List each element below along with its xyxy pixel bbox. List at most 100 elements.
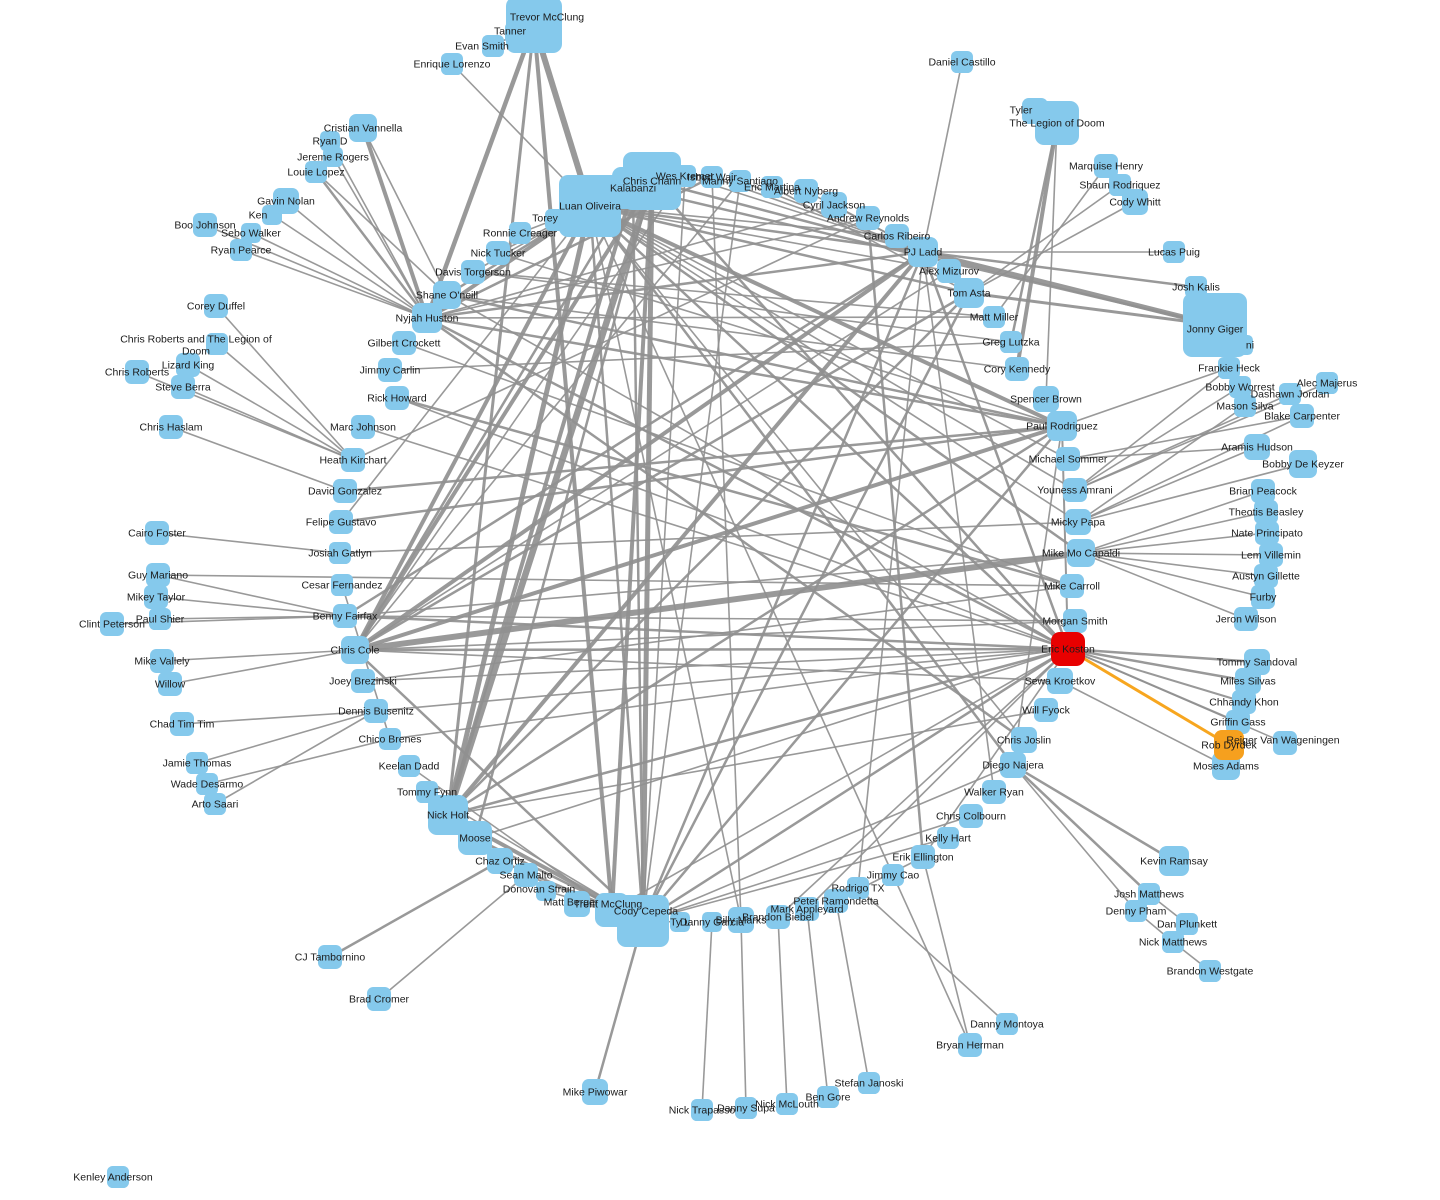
- node-albertnyberg[interactable]: [794, 179, 818, 203]
- node-arto[interactable]: [204, 793, 226, 815]
- node-montoya[interactable]: [996, 1013, 1018, 1035]
- node-steveberra[interactable]: [171, 375, 195, 399]
- node-cyril[interactable]: [821, 192, 847, 218]
- node-jimmycao[interactable]: [882, 864, 904, 886]
- node-gavin[interactable]: [273, 188, 299, 214]
- node-theotis[interactable]: [1254, 500, 1278, 524]
- node-ishod[interactable]: [701, 166, 723, 188]
- node-chriscole[interactable]: [341, 636, 369, 664]
- node-mason[interactable]: [1234, 395, 1256, 417]
- node-carroll[interactable]: [1060, 574, 1084, 598]
- node-principato[interactable]: [1255, 521, 1279, 545]
- node-tyl[interactable]: [670, 912, 690, 932]
- node-youness[interactable]: [1063, 478, 1087, 502]
- node-enrique[interactable]: [441, 53, 463, 75]
- node-joshkalis[interactable]: [1185, 276, 1207, 298]
- node-clint[interactable]: [100, 612, 124, 636]
- node-giger[interactable]: [1183, 293, 1247, 357]
- node-haslam[interactable]: [159, 415, 183, 439]
- node-paulshier[interactable]: [149, 608, 171, 630]
- node-lizard[interactable]: [176, 353, 200, 377]
- node-worrest[interactable]: [1229, 376, 1251, 398]
- node-chico[interactable]: [379, 728, 401, 750]
- node-mattberger[interactable]: [564, 891, 590, 917]
- node-lutzka[interactable]: [1000, 331, 1022, 353]
- node-trevor[interactable]: [506, 0, 562, 53]
- node-wade[interactable]: [196, 773, 218, 795]
- node-blake[interactable]: [1290, 404, 1314, 428]
- node-legion[interactable]: [1035, 101, 1079, 145]
- node-kenley[interactable]: [107, 1166, 129, 1188]
- node-kalabanzi[interactable]: [612, 167, 654, 209]
- node-cristian[interactable]: [349, 114, 377, 142]
- node-dennypham[interactable]: [1125, 900, 1147, 922]
- node-luan[interactable]: [559, 175, 621, 237]
- node-corey[interactable]: [204, 294, 228, 318]
- node-koston[interactable]: [1051, 632, 1085, 666]
- node-aramis[interactable]: [1244, 434, 1270, 460]
- node-davidg[interactable]: [333, 479, 357, 503]
- node-codywhitt[interactable]: [1122, 189, 1148, 215]
- node-alexmizurov[interactable]: [937, 259, 961, 283]
- node-supa[interactable]: [735, 1097, 757, 1119]
- node-sewa[interactable]: [1047, 668, 1073, 694]
- node-manny[interactable]: [729, 170, 751, 192]
- node-bradcromer[interactable]: [367, 987, 391, 1011]
- node-rodrigotx[interactable]: [847, 877, 869, 899]
- node-marquise[interactable]: [1094, 154, 1118, 178]
- node-jimmycarlin[interactable]: [378, 358, 402, 382]
- node-tomasta[interactable]: [954, 278, 984, 308]
- node-nyjah[interactable]: [412, 303, 442, 333]
- node-gilbert[interactable]: [392, 331, 416, 355]
- node-ramsay[interactable]: [1159, 846, 1189, 876]
- node-billymarks[interactable]: [728, 907, 754, 933]
- node-mikemo[interactable]: [1067, 539, 1095, 567]
- node-lucaspuig[interactable]: [1163, 241, 1185, 263]
- node-alec[interactable]: [1316, 372, 1338, 394]
- node-donovan[interactable]: [536, 881, 556, 901]
- node-ronnie[interactable]: [509, 222, 531, 244]
- node-reiger[interactable]: [1273, 731, 1297, 755]
- node-willfyock[interactable]: [1034, 698, 1058, 722]
- node-seanmalto[interactable]: [514, 863, 538, 887]
- node-cairo[interactable]: [145, 521, 169, 545]
- node-walkerryan[interactable]: [982, 780, 1006, 804]
- node-ellington[interactable]: [911, 845, 935, 869]
- node-plunkett[interactable]: [1176, 913, 1198, 935]
- node-louie[interactable]: [305, 161, 327, 183]
- node-furby[interactable]: [1251, 585, 1275, 609]
- node-joslin[interactable]: [1011, 727, 1037, 753]
- node-biebel[interactable]: [766, 905, 790, 929]
- node-westgate[interactable]: [1199, 960, 1221, 982]
- node-spencer[interactable]: [1033, 386, 1059, 412]
- node-davis[interactable]: [461, 260, 485, 284]
- node-frankie[interactable]: [1218, 357, 1240, 379]
- node-joshmatthews[interactable]: [1138, 883, 1160, 905]
- node-nickmatthews[interactable]: [1162, 931, 1184, 953]
- node-ryanpearce[interactable]: [230, 239, 252, 261]
- node-dyrdek[interactable]: [1214, 730, 1244, 760]
- node-ramondetta[interactable]: [824, 889, 848, 913]
- node-garcia[interactable]: [702, 912, 722, 932]
- node-nickholt[interactable]: [428, 795, 468, 835]
- node-joey[interactable]: [351, 669, 375, 693]
- node-chhandy[interactable]: [1232, 690, 1256, 714]
- node-piwowar[interactable]: [582, 1079, 608, 1105]
- node-colbourn[interactable]: [959, 804, 983, 828]
- node-corykennedy[interactable]: [1005, 357, 1029, 381]
- node-marcjohnson[interactable]: [351, 415, 375, 439]
- node-evansmith[interactable]: [482, 35, 504, 57]
- node-najera[interactable]: [1000, 752, 1026, 778]
- node-jeron[interactable]: [1234, 607, 1258, 631]
- node-sandoval[interactable]: [1244, 649, 1270, 675]
- node-mclouth[interactable]: [776, 1093, 798, 1115]
- node-morgansmith[interactable]: [1063, 609, 1087, 633]
- node-jereme[interactable]: [323, 147, 343, 167]
- node-chaz[interactable]: [487, 848, 513, 874]
- node-ryand[interactable]: [320, 131, 340, 151]
- node-carlosribeiro[interactable]: [885, 224, 909, 248]
- node-jamiethomas[interactable]: [186, 752, 208, 774]
- node-pjladd[interactable]: [908, 237, 938, 267]
- node-shane[interactable]: [433, 281, 461, 309]
- node-reynolds[interactable]: [856, 206, 880, 230]
